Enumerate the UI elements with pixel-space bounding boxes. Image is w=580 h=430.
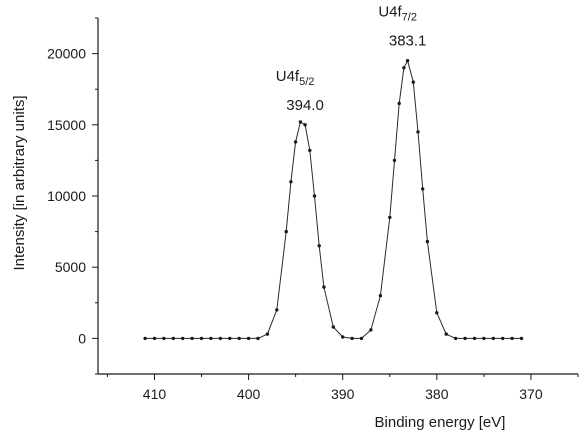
x-tick-label: 380 xyxy=(425,386,449,402)
data-point xyxy=(293,140,298,144)
data-point xyxy=(275,308,279,312)
x-axis: 410 400 390 380 370 Binding energy [eV] xyxy=(98,373,579,430)
data-point xyxy=(322,285,326,289)
data-point xyxy=(284,229,288,234)
data-point xyxy=(143,336,147,341)
data-point xyxy=(256,336,260,341)
data-point xyxy=(397,101,401,106)
data-point xyxy=(350,336,354,341)
data-point xyxy=(152,336,157,341)
peak-value: 383.1 xyxy=(389,33,427,50)
data-point xyxy=(388,215,392,220)
y-axis-title: Intensity [in arbitrary units] xyxy=(11,95,28,270)
data-point xyxy=(402,66,406,70)
y-axis: 0 5000 10000 15000 20000 Intensity [in arbit… xyxy=(11,17,99,375)
data-point xyxy=(463,336,467,341)
data-point xyxy=(411,80,415,84)
data-point xyxy=(308,148,312,153)
y-tick-label: 5000 xyxy=(55,259,86,275)
data-point xyxy=(171,336,175,341)
data-point xyxy=(228,336,232,341)
data-point xyxy=(519,336,524,341)
x-tick-label: 400 xyxy=(237,386,261,402)
peak-value: 394.0 xyxy=(286,97,324,114)
y-tick-label: 20000 xyxy=(47,46,86,62)
y-tick-label: 15000 xyxy=(47,117,86,133)
data-point xyxy=(425,239,430,244)
data-point xyxy=(190,336,194,341)
peak-label: U4f5/2 xyxy=(276,68,315,88)
peak-annotations: U4f5/2 394.0 U4f7/2 383.1 xyxy=(276,4,427,114)
plot-area xyxy=(143,59,524,341)
data-point xyxy=(491,336,495,341)
x-ticks: 410 400 390 380 370 xyxy=(106,374,579,402)
data-point xyxy=(501,336,505,341)
data-point xyxy=(378,294,383,298)
data-point xyxy=(162,336,166,341)
data-point xyxy=(359,336,364,341)
data-point xyxy=(435,311,439,315)
data-points xyxy=(143,59,524,341)
data-point xyxy=(416,130,420,134)
data-point xyxy=(472,336,477,341)
y-tick-label: 0 xyxy=(78,330,86,346)
data-point xyxy=(421,187,425,191)
data-point xyxy=(209,336,213,341)
data-point xyxy=(392,158,397,163)
y-tick-label: 10000 xyxy=(47,188,86,204)
data-point xyxy=(289,180,293,184)
data-point xyxy=(199,336,204,341)
data-point xyxy=(453,336,458,341)
data-point xyxy=(405,59,410,63)
data-point xyxy=(181,336,185,341)
data-point xyxy=(312,194,317,198)
data-point xyxy=(510,336,514,341)
data-point xyxy=(482,336,486,341)
y-ticks: 0 5000 10000 15000 20000 xyxy=(47,17,98,375)
data-point xyxy=(237,336,241,341)
data-point xyxy=(369,328,373,332)
data-point xyxy=(317,244,321,248)
data-point xyxy=(444,332,448,336)
data-point xyxy=(218,336,223,341)
data-point xyxy=(246,336,251,341)
data-point xyxy=(303,123,307,127)
x-tick-label: 390 xyxy=(331,386,355,402)
data-point xyxy=(341,335,345,339)
peak-label: U4f7/2 xyxy=(378,4,417,24)
x-tick-label: 410 xyxy=(143,386,167,402)
data-point xyxy=(298,120,303,124)
spectrum-line xyxy=(145,59,522,339)
data-point xyxy=(265,332,270,336)
x-tick-label: 370 xyxy=(519,386,543,402)
data-point xyxy=(331,325,335,329)
x-axis-title: Binding energy [eV] xyxy=(375,414,506,430)
